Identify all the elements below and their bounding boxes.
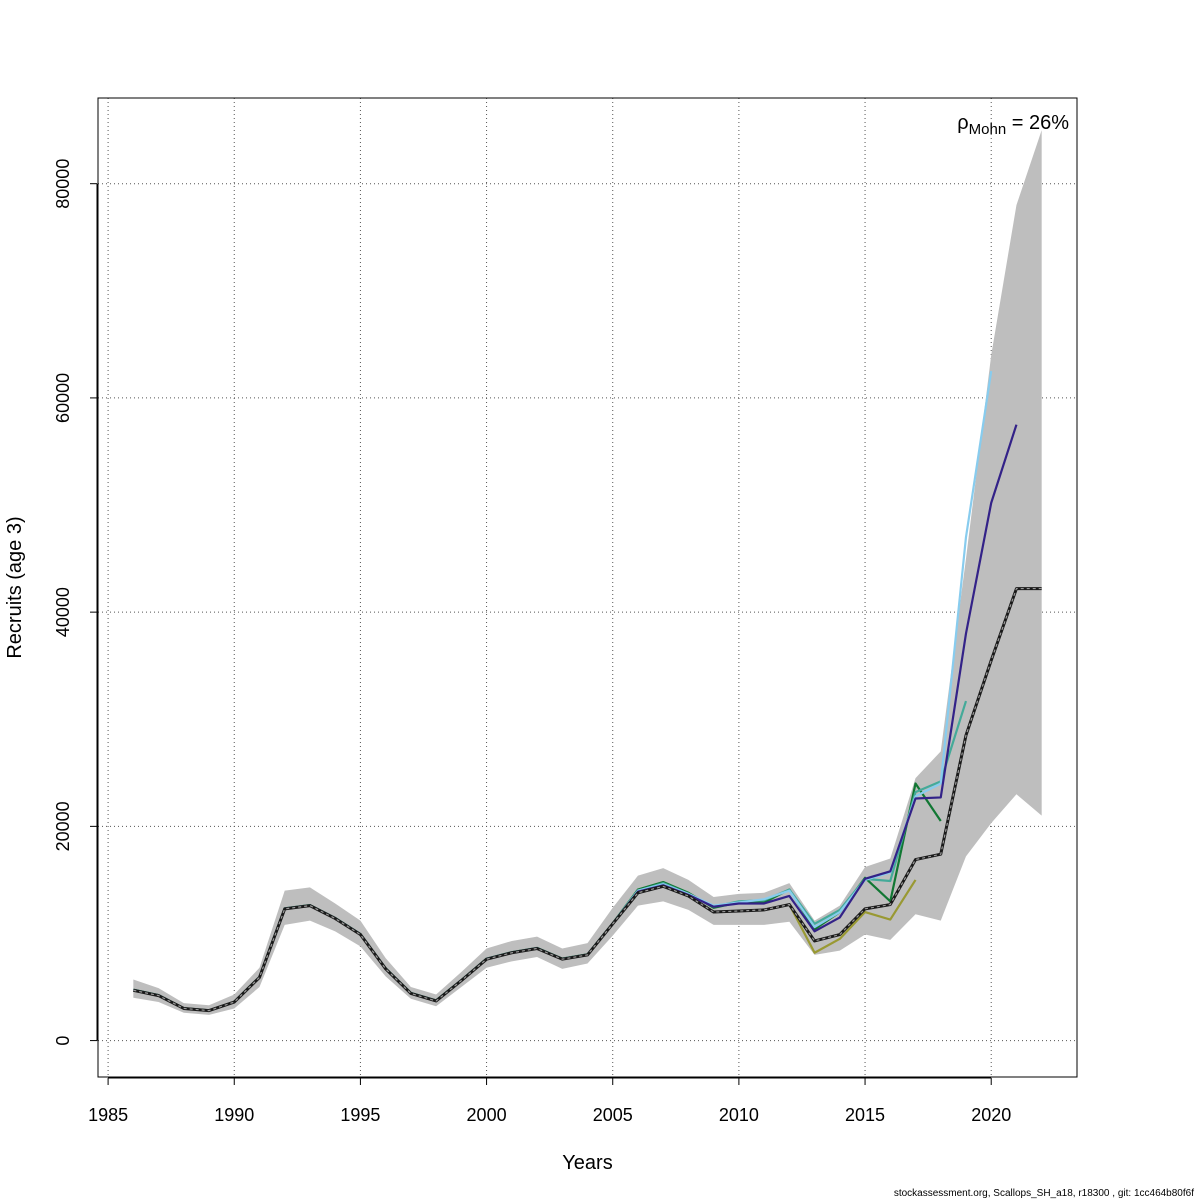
y-tick-label: 0 <box>53 1036 73 1046</box>
y-tick-label: 20000 <box>53 801 73 851</box>
mohn-value: = 26% <box>1006 112 1069 134</box>
series-lines-layer <box>133 370 1042 1013</box>
x-tick-label: 1990 <box>214 1105 254 1125</box>
grid-lines <box>98 98 1077 1077</box>
x-tick-label: 2020 <box>971 1105 1011 1125</box>
footer-credit: stockassessment.org, Scallops_SH_a18, r1… <box>894 1188 1194 1199</box>
y-axis: 0 20000 40000 60000 80000 <box>53 159 98 1046</box>
y-tick-label: 60000 <box>53 373 73 423</box>
series-line-base-dash <box>133 587 1042 1012</box>
confidence-band-layer <box>133 130 1042 1015</box>
y-axis-title: Recruits (age 3) <box>4 516 26 658</box>
plot-frame <box>97 97 1078 1078</box>
x-tick-label: 2010 <box>719 1105 759 1125</box>
x-axis: 1985 1990 1995 2000 2005 2010 2015 2020 <box>88 1077 1011 1125</box>
mohn-rho-annotation: ρMohn = 26% <box>957 112 1069 138</box>
x-tick-label: 1995 <box>340 1105 380 1125</box>
mohn-rho-symbol: ρ <box>957 112 968 134</box>
series-line-retro <box>133 700 968 1012</box>
x-axis-title: Years <box>562 1152 612 1174</box>
y-tick-label: 40000 <box>53 587 73 637</box>
x-tick-label: 2000 <box>467 1105 507 1125</box>
mohn-subscript: Mohn <box>969 121 1007 138</box>
x-tick-label: 1985 <box>88 1105 128 1125</box>
confidence-band <box>133 130 1042 1015</box>
y-tick-label: 80000 <box>53 159 73 209</box>
x-tick-label: 2005 <box>593 1105 633 1125</box>
x-tick-label: 2015 <box>845 1105 885 1125</box>
